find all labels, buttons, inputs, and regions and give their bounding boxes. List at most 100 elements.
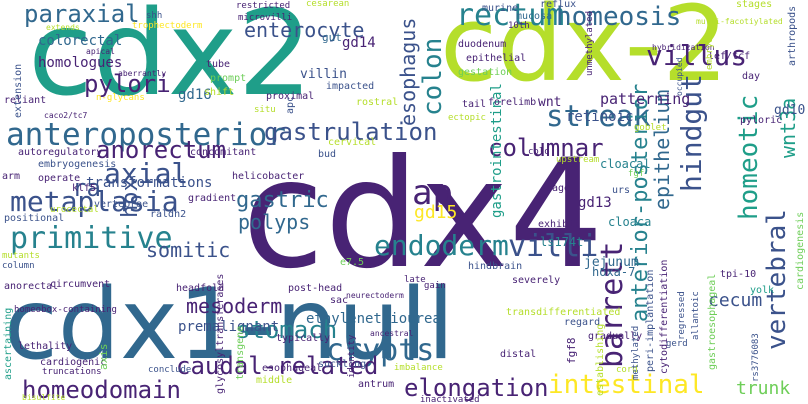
word-somitic: somitic <box>146 238 231 262</box>
word-trophectoderm: trophectoderm <box>132 21 203 31</box>
word-lef-tcf: lef/tcf <box>708 51 751 62</box>
word-late: late <box>404 275 426 285</box>
word-impacted: impacted <box>326 81 375 92</box>
word-gerd: gerd <box>666 339 688 349</box>
word-urocectal: urocectal <box>50 205 99 215</box>
word-operate: operate <box>38 173 81 184</box>
word-endoderm: endoderm <box>374 229 509 262</box>
word-goblet: goblet <box>634 123 667 133</box>
word-cord: cord <box>616 365 638 375</box>
word-axial: axial <box>104 157 189 190</box>
word-bisulfite: bisulfite <box>22 393 66 402</box>
word-ancestral: ancestral <box>370 329 414 338</box>
word-enterocyte: enterocyte <box>244 18 365 42</box>
word-ra: ra <box>72 174 101 202</box>
word-ap: ap <box>412 173 453 213</box>
word-gain: gain <box>424 281 446 291</box>
word-pyloric: pyloric <box>740 115 783 126</box>
word-ethylenethiourea: ethylenethiourea <box>306 311 441 327</box>
word-caco2-tc7: caco2/tc7 <box>44 111 88 120</box>
word-villus: villus <box>646 39 748 72</box>
word-arthropods: arthropods <box>787 5 798 66</box>
word-imbalance: imbalance <box>394 363 443 373</box>
word-situ: situ <box>254 105 276 115</box>
word-10th: 10th <box>508 21 530 31</box>
word-esophageal: esophageal <box>262 363 323 374</box>
word-homologues: homologues <box>38 55 123 71</box>
word-rectum: rectum <box>456 0 565 33</box>
word-post-head: post-head <box>288 283 343 294</box>
word-fgf: fgf <box>628 169 645 179</box>
word-autoregulatory: autoregulatory <box>18 147 103 158</box>
word-urs: urs <box>612 185 631 196</box>
word-methylated: methylated <box>631 325 641 380</box>
word-paraxial: paraxial <box>24 0 140 28</box>
word-headfold: headfold <box>176 283 225 294</box>
word-hybridization: hybridization <box>652 43 715 52</box>
word-epithelial: epithelial <box>466 53 527 64</box>
word-identity: identity <box>347 334 357 378</box>
word-retinoic: retinoic <box>566 109 634 125</box>
word-tpi-10: tpi-10 <box>720 269 757 280</box>
word-gut: gut <box>322 31 342 44</box>
word-cdx1-null: cdx1-null <box>4 268 455 382</box>
word-cloacal: cloacal <box>600 157 651 171</box>
word-homeotic: homeotic <box>734 94 764 220</box>
word-severely: severely <box>512 275 561 286</box>
word-cesarean: cesarean <box>306 0 350 9</box>
word-cytodifferentiation: cytodifferentiation <box>659 259 670 374</box>
word-hoxa-7: hoxa-7 <box>592 265 636 279</box>
word-restricted: restricted <box>236 1 291 11</box>
word-vertebral: vertebral <box>762 209 792 350</box>
word-tube: tube <box>206 59 231 70</box>
word-streak: streak <box>546 99 651 133</box>
word-cloaca: cloaca <box>608 215 652 229</box>
word-glycosyltransferases: glycosyltransferases <box>215 273 226 394</box>
word-arm: arm <box>2 171 21 182</box>
word-cdx-2: cdx-2 <box>440 0 729 105</box>
word-day: day <box>742 71 761 82</box>
word-polyps: polyps <box>238 210 311 234</box>
word-shift: shift <box>204 87 235 98</box>
word-tail: tail <box>462 99 487 110</box>
word-antrum: antrum <box>358 379 395 390</box>
word-gastroesophageal: gastroesophageal <box>707 273 718 370</box>
word-column: column <box>2 261 35 271</box>
word-apc: apc <box>285 95 296 114</box>
word-embryos: embryos <box>705 32 715 70</box>
word-stomach: stomach <box>236 316 338 344</box>
word-sage: sage <box>546 183 571 194</box>
word-raldh2: raldh2 <box>150 209 187 220</box>
word-aberrantly: aberrantly <box>118 69 167 78</box>
word-axis: axis <box>97 343 110 371</box>
word-anorectal: anorectal <box>4 281 59 292</box>
word-rostral: rostral <box>356 97 399 108</box>
word-vertebrae: vertebrae <box>94 199 149 210</box>
word-klf5: klf5 <box>72 183 97 194</box>
word-ascertaining: ascertaining <box>3 307 14 380</box>
word-cdx2: cdx2 <box>28 0 313 122</box>
word-colon: colon <box>418 37 448 116</box>
word-transdifferentiated: transdifferentiated <box>506 307 621 318</box>
word-premalignant: premalignant <box>178 319 280 335</box>
word-allantoic: allantoic <box>691 291 701 340</box>
word-cecum: cecum <box>708 290 763 311</box>
word-gd14: gd14 <box>342 35 376 51</box>
word-colorectal: colorectal <box>38 33 123 49</box>
word-homeobox-containing: homeobox-containing <box>14 305 117 315</box>
word-gd15: gd15 <box>414 202 458 223</box>
word-regressed: regressed <box>677 291 687 340</box>
word-e7-5: e7.5 <box>340 257 365 268</box>
word-fgf8: fgf8 <box>565 337 578 365</box>
word-positional: positional <box>4 213 65 224</box>
word-concomitant: concomitant <box>190 147 257 158</box>
word-gd10: gd10 <box>774 103 806 118</box>
word-pylori: pylori <box>84 70 171 98</box>
word-gradually: gradually <box>588 331 643 342</box>
word-regard: regard <box>564 317 601 328</box>
word-suckling: suckling <box>318 359 367 370</box>
word-gradient: gradient <box>188 193 237 204</box>
word-shh: shh <box>146 11 163 21</box>
word-lethality: lethality <box>18 341 73 352</box>
